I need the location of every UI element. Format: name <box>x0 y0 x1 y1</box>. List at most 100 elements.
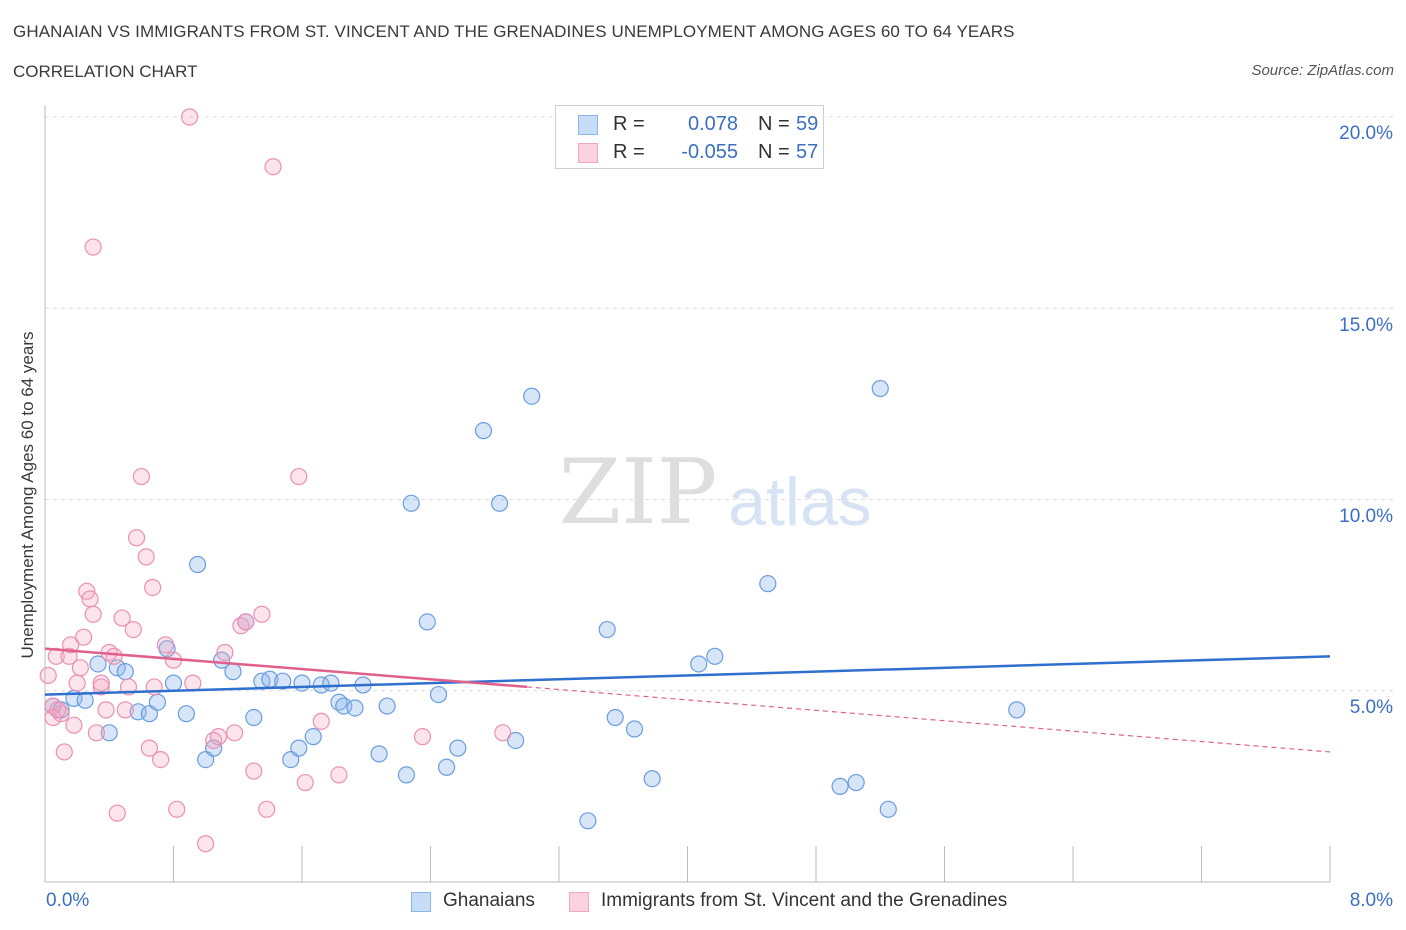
point-immigrants <box>168 800 186 818</box>
stats-legend: R = 0.078 N = 59 R = -0.055 N = 57 <box>555 105 824 169</box>
point-immigrants <box>184 674 202 692</box>
watermark: ZIP atlas <box>559 440 872 545</box>
point-ghanaians <box>100 724 118 742</box>
point-ghanaians <box>847 773 865 792</box>
point-immigrants <box>84 238 102 256</box>
point-immigrants <box>74 628 93 646</box>
point-immigrants <box>330 766 348 784</box>
point-ghanaians <box>370 745 388 763</box>
point-immigrants <box>216 643 234 662</box>
point-immigrants <box>62 636 80 654</box>
legend-swatch-ghanaians <box>411 892 431 912</box>
y-tick-20: 20.0% <box>1339 123 1393 144</box>
source-label: Source: ZipAtlas.com <box>1251 62 1394 79</box>
point-ghanaians <box>116 663 134 681</box>
point-ghanaians <box>274 672 292 690</box>
point-ghanaians <box>1008 701 1026 719</box>
point-ghanaians <box>89 655 107 673</box>
point-immigrants <box>264 158 282 176</box>
point-ghanaians <box>490 494 509 512</box>
point-ghanaians <box>188 555 207 574</box>
point-immigrants <box>225 724 244 742</box>
n-label: N = <box>758 141 790 163</box>
point-ghanaians <box>402 494 420 512</box>
point-immigrants <box>39 666 57 685</box>
point-immigrants <box>209 728 228 746</box>
point-ghanaians <box>164 674 183 692</box>
x-tick-max: 8.0% <box>1349 890 1393 911</box>
point-immigrants <box>180 108 199 126</box>
point-immigrants <box>92 678 110 696</box>
point-immigrants <box>140 739 159 757</box>
point-immigrants <box>127 529 146 547</box>
r-label: R = <box>613 141 645 163</box>
point-ghanaians <box>418 613 436 631</box>
watermark-atlas: atlas <box>728 464 872 540</box>
x-tick-min: 0.0% <box>46 890 90 911</box>
point-ghanaians <box>690 655 708 673</box>
watermark-zip: ZIP <box>559 440 718 545</box>
y-tick-15: 15.0% <box>1339 315 1393 336</box>
point-ghanaians <box>293 674 311 692</box>
point-immigrants <box>87 724 106 742</box>
point-ghanaians <box>759 575 777 593</box>
point-ghanaians <box>437 758 456 776</box>
legend-label-ghanaians: Ghanaians <box>443 890 535 911</box>
point-ghanaians <box>148 693 167 711</box>
point-ghanaians <box>177 705 195 723</box>
point-immigrants <box>113 609 131 627</box>
point-ghanaians <box>879 800 897 818</box>
point-ghanaians <box>474 422 493 440</box>
point-immigrants <box>290 467 308 486</box>
point-immigrants <box>108 804 126 822</box>
point-ghanaians <box>290 739 308 757</box>
trend-line-immigrants-dashed <box>526 686 1331 753</box>
point-immigrants <box>197 835 215 853</box>
r-value: 0.078 <box>687 113 738 135</box>
point-ghanaians <box>245 708 263 727</box>
point-immigrants <box>81 590 99 608</box>
point-ghanaians <box>304 728 322 746</box>
point-immigrants <box>55 743 73 761</box>
trend-lines <box>44 647 1331 753</box>
point-immigrants <box>84 605 102 623</box>
n-value: 57 <box>796 141 819 163</box>
n-label: N = <box>758 113 790 135</box>
point-immigrants <box>156 636 175 654</box>
n-value: 59 <box>796 113 819 135</box>
point-immigrants <box>132 467 150 486</box>
point-ghanaians <box>224 663 242 681</box>
point-immigrants <box>71 659 89 677</box>
gridlines <box>45 116 1395 692</box>
swatch-immigrants <box>578 143 598 163</box>
point-ghanaians <box>429 685 448 704</box>
point-immigrants <box>124 620 142 639</box>
point-immigrants <box>312 712 330 730</box>
point-ghanaians <box>643 770 661 788</box>
point-immigrants <box>152 750 170 769</box>
point-immigrants <box>494 724 512 742</box>
chart-title: GHANAIAN VS IMMIGRANTS FROM ST. VINCENT … <box>13 22 1015 41</box>
r-label: R = <box>613 113 645 135</box>
y-tick-10: 10.0% <box>1339 506 1393 527</box>
point-immigrants <box>105 647 123 665</box>
r-value: -0.055 <box>681 141 738 163</box>
point-immigrants <box>92 674 110 692</box>
point-ghanaians <box>606 708 624 727</box>
point-ghanaians <box>523 387 541 405</box>
point-ghanaians <box>579 812 597 830</box>
point-ghanaians <box>625 720 644 738</box>
data-points <box>39 108 1026 853</box>
point-ghanaians <box>831 777 849 795</box>
point-immigrants <box>258 800 276 818</box>
point-ghanaians <box>507 731 525 750</box>
point-immigrants <box>65 716 83 734</box>
point-immigrants <box>237 613 255 631</box>
trend-line-immigrants-solid <box>44 647 527 689</box>
trend-line-ghanaians <box>44 655 1331 696</box>
point-immigrants <box>253 605 271 623</box>
swatch-ghanaians <box>578 115 598 135</box>
legend-swatch-immigrants <box>569 892 589 912</box>
point-ghanaians <box>871 379 889 398</box>
